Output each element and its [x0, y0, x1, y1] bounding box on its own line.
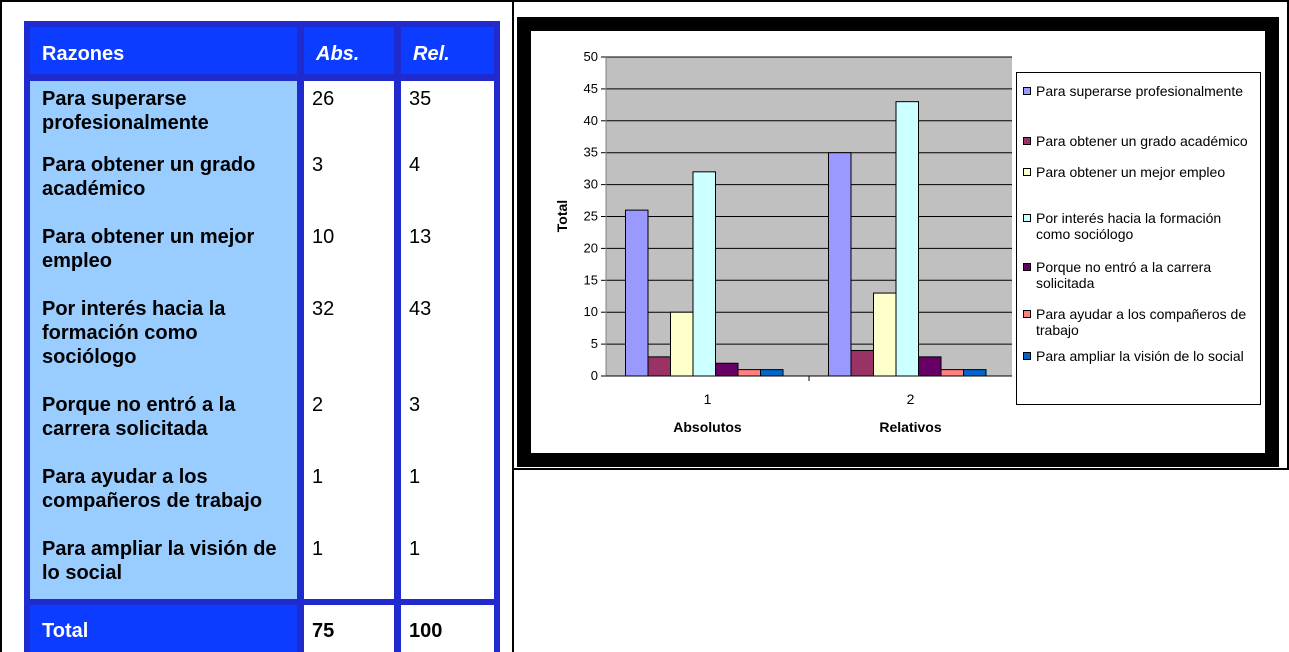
- row-6-rel: 1: [401, 459, 494, 531]
- legend-label: Porque no entró a la carrera solicitada: [1036, 259, 1212, 291]
- bar: [828, 152, 852, 377]
- bar: [760, 369, 784, 377]
- y-tick-label: 0: [591, 368, 598, 383]
- legend-label: Para ampliar la visión de lo social: [1036, 348, 1244, 364]
- header-reason: Razones: [30, 27, 297, 74]
- row-6-abs: 1: [304, 459, 394, 531]
- row-1-abs: 26: [304, 81, 394, 147]
- row-4-rel: 43: [401, 291, 494, 387]
- row-2-abs: 3: [304, 147, 394, 219]
- bar: [850, 349, 874, 377]
- bar: [647, 356, 671, 377]
- legend-swatch: [1023, 87, 1031, 95]
- total-rel: 100: [401, 605, 494, 652]
- y-tick-label: 50: [584, 49, 598, 64]
- row-7-abs: 1: [304, 531, 394, 599]
- row-2-reason: Para obtener un grado académico: [30, 147, 297, 219]
- row-7-rel: 1: [401, 531, 494, 599]
- chart-legend: Para superarse profesionalmente Para obte…: [1016, 72, 1261, 405]
- bar: [895, 101, 919, 377]
- bar-chart: 0 5 10 15 20 25 30 35 40 45 50 1 Absolutos 2 Relativos…: [554, 49, 1012, 435]
- legend-swatch: [1023, 352, 1031, 360]
- row-5-rel: 3: [401, 387, 494, 459]
- header-rel: Rel.: [401, 27, 494, 74]
- y-tick-label: 30: [584, 177, 598, 192]
- x-tick-label: 2: [907, 391, 915, 407]
- chart-grid: [606, 56, 1012, 377]
- total-label: Total: [30, 605, 297, 652]
- bar: [963, 369, 987, 377]
- row-3-abs: 10: [304, 219, 394, 291]
- bar: [940, 369, 964, 377]
- reasons-table: Razones Abs. Rel. Para superarse profesi…: [24, 21, 500, 652]
- bar: [715, 362, 739, 377]
- y-tick-label: 15: [584, 272, 598, 287]
- bar: [670, 311, 694, 377]
- table-border-inner-bottom: [512, 468, 1289, 470]
- x-tick-label: 1: [704, 391, 712, 407]
- row-4-reason: Por interés hacia la formación como soci…: [30, 291, 297, 387]
- bar: [873, 292, 897, 377]
- row-6-reason: Para ayudar a los compañeros de trabajo: [30, 459, 297, 531]
- bar: [625, 209, 649, 377]
- y-tick-label: 25: [584, 209, 598, 224]
- legend-swatch: [1023, 168, 1031, 176]
- y-tick-label: 45: [584, 81, 598, 96]
- table-border-left: [0, 0, 2, 652]
- total-abs: 75: [304, 605, 394, 652]
- y-tick-label: 5: [591, 336, 598, 351]
- bar: [918, 356, 942, 377]
- bar: [737, 369, 761, 377]
- table-border-top: [0, 0, 1289, 2]
- row-3-rel: 13: [401, 219, 494, 291]
- legend-swatch: [1023, 137, 1031, 145]
- header-abs: Abs.: [304, 27, 394, 74]
- chart-bars: [625, 101, 987, 377]
- x-category-label: Relativos: [879, 419, 941, 435]
- row-7-reason: Para ampliar la visión de lo social: [30, 531, 297, 599]
- row-1-rel: 35: [401, 81, 494, 147]
- y-tick-label: 20: [584, 240, 598, 255]
- row-3-reason: Para obtener un mejor empleo: [30, 219, 297, 291]
- y-axis-title: Total: [554, 200, 570, 232]
- row-1-reason: Para superarse profesionalmente: [30, 81, 297, 147]
- x-category-label: Absolutos: [673, 419, 742, 435]
- row-5-abs: 2: [304, 387, 394, 459]
- legend-label: Para ayudar a los compañeros de trabajo: [1036, 306, 1247, 338]
- chart-axes: 0 5 10 15 20 25 30 35 40 45 50 1 Absolutos 2 Relativos: [584, 49, 1012, 435]
- y-tick-label: 35: [584, 145, 598, 160]
- legend-label: Para superarse profesionalmente: [1036, 83, 1244, 99]
- bar: [692, 171, 716, 377]
- legend-swatch: [1023, 263, 1031, 271]
- y-tick-label: 40: [584, 113, 598, 128]
- legend-label: Para obtener un mejor empleo: [1036, 164, 1226, 180]
- y-tick-label: 10: [584, 304, 598, 319]
- row-4-abs: 32: [304, 291, 394, 387]
- row-2-rel: 4: [401, 147, 494, 219]
- legend-label: Por interés hacia la formación como soci…: [1036, 210, 1222, 242]
- row-5-reason: Porque no entró a la carrera solicitada: [30, 387, 297, 459]
- table-border-divider: [512, 0, 514, 652]
- legend-label: Para obtener un grado académico: [1036, 133, 1248, 149]
- legend-swatch: [1023, 214, 1031, 222]
- legend-swatch: [1023, 310, 1031, 318]
- table-border-right: [1287, 0, 1289, 470]
